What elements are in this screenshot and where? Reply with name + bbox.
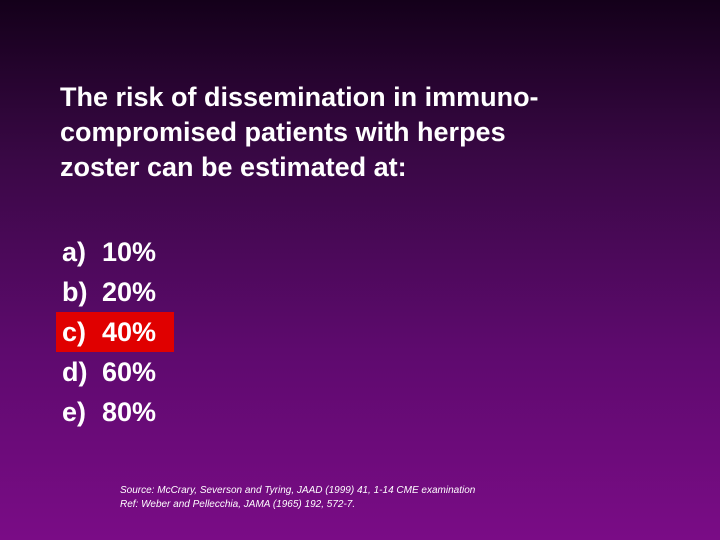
option-d: d) 60% <box>56 352 174 392</box>
option-b: b) 20% <box>56 272 174 312</box>
option-value: 10% <box>102 237 157 267</box>
option-value: 40% <box>102 317 157 347</box>
question-line: zoster can be estimated at: <box>60 152 407 182</box>
source-line: Source: McCrary, Severson and Tyring, JA… <box>120 485 476 496</box>
question-line: compromised patients with herpes <box>60 117 506 147</box>
option-c-correct: c) 40% <box>56 312 174 352</box>
option-a: a) 10% <box>56 232 174 272</box>
option-letter: a) <box>62 237 87 267</box>
option-letter: d) <box>62 357 88 387</box>
option-letter: e) <box>62 397 87 427</box>
source-citation: Source: McCrary, Severson and Tyring, JA… <box>120 484 475 512</box>
reference-line: Ref: Weber and Pellecchia, JAMA (1965) 1… <box>120 499 356 510</box>
question-text: The risk of dissemination in immuno- com… <box>60 80 660 185</box>
option-letter: c) <box>62 317 87 347</box>
option-value: 80% <box>102 397 157 427</box>
option-e: e) 80% <box>56 392 174 432</box>
option-letter: b) <box>62 277 88 307</box>
option-value: 60% <box>102 357 157 387</box>
question-line: The risk of dissemination in immuno- <box>60 82 539 112</box>
answer-options: a) 10% b) 20% c) 40% d) 60% e) 80% <box>56 232 174 432</box>
option-value: 20% <box>102 277 157 307</box>
